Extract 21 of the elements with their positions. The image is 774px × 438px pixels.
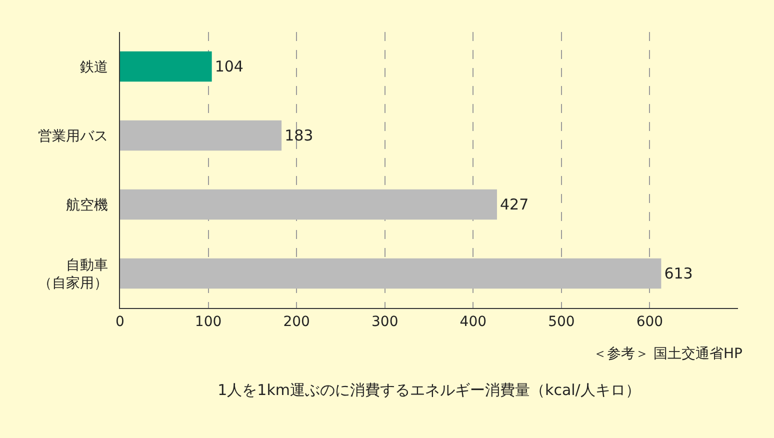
bar (120, 258, 662, 289)
data-label: 104 (214, 58, 244, 76)
x-tick-label: 200 (283, 314, 310, 330)
y-tick-label: 鉄道 (80, 59, 108, 76)
x-tick-label: 400 (460, 314, 487, 330)
x-axis-title: 1人を1km運ぶのに消費するエネルギー消費量（kcal/人キロ） (218, 380, 640, 399)
bar (120, 189, 497, 220)
x-tick-label: 100 (194, 314, 222, 330)
bar (120, 51, 212, 82)
y-tick-label: 自動車（自家用） (38, 257, 108, 292)
y-tick-label: 営業用バス (38, 128, 108, 144)
y-tick-label: 航空機 (66, 197, 108, 214)
x-tick-label: 500 (548, 314, 575, 330)
bar (120, 120, 282, 151)
x-tick-label: 0 (116, 314, 124, 330)
x-tick-label: 600 (636, 314, 664, 330)
data-label: 183 (284, 126, 314, 144)
data-label: 427 (500, 196, 529, 214)
text: ＜参考＞ 国土交通省HP (593, 346, 742, 362)
data-label: 613 (664, 264, 693, 282)
x-tick-label: 300 (371, 314, 398, 330)
